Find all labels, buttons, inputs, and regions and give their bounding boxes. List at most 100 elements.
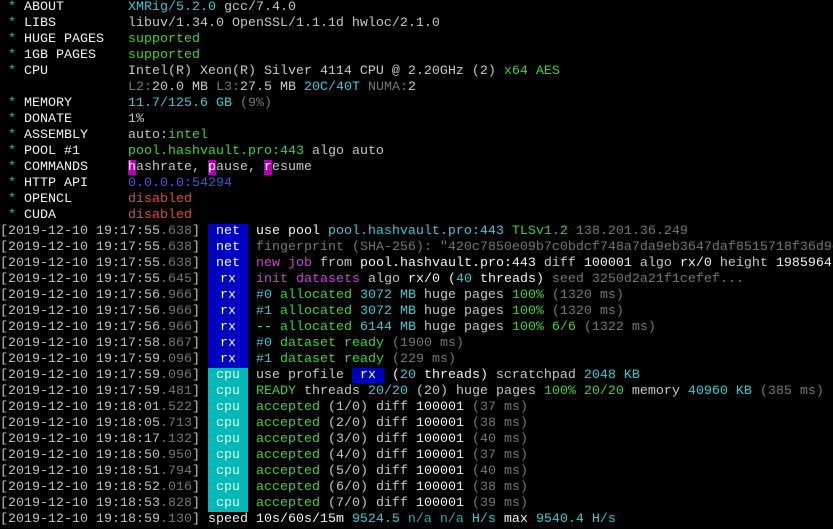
summary-label: OPENCL: [24, 192, 128, 207]
log-text: from: [311, 256, 360, 271]
log-timestamp: [2019-12-10 19:17:59: [0, 368, 160, 383]
log-text: use pool: [255, 224, 328, 239]
summary-label: HTTP API: [24, 176, 128, 191]
summary-value: ashrate,: [135, 160, 208, 175]
summary-row: * COMMANDS hashrate, pause, resume: [0, 160, 833, 176]
summary-row: * CPU Intel(R) Xeon(R) Silver 4114 CPU @…: [0, 64, 833, 80]
log-text: 3072 MB: [359, 304, 416, 319]
log-timestamp-end: ]: [191, 384, 200, 399]
summary-row: * ASSEMBLY auto:intel: [0, 128, 833, 144]
summary-value: disabled: [127, 192, 192, 207]
summary-value: (9%): [231, 96, 272, 111]
log-text: (1322 ms): [575, 320, 656, 335]
summary-value: auto:: [127, 128, 168, 143]
log-text: algo: [631, 256, 680, 271]
log-timestamp-end: ]: [191, 352, 200, 367]
log-text: 1985964: [775, 256, 832, 271]
bullet-icon: *: [0, 96, 24, 111]
log-timestamp-end: ]: [191, 480, 200, 495]
log-text: allocated: [271, 304, 360, 319]
summary-value: 27.5 MB: [239, 80, 296, 95]
log-tag-rx: rx: [207, 288, 248, 304]
log-tag-rx: rx: [207, 320, 248, 336]
log-text: pool.hashvault.pro:443: [327, 224, 504, 239]
log-text: #1: [255, 352, 272, 367]
bullet-icon: *: [0, 160, 24, 175]
log-text: 100001: [415, 464, 464, 479]
log-text: H/s: [463, 512, 496, 527]
summary-label: DONATE: [24, 112, 128, 127]
log-text: rx/0: [407, 272, 440, 287]
summary-row: * OPENCL disabled: [0, 192, 833, 208]
log-timestamp-ms: .096: [159, 368, 192, 383]
log-text: 100001: [415, 448, 464, 463]
log-timestamp-end: ]: [191, 320, 200, 335]
bullet-icon: *: [0, 144, 24, 159]
log-timestamp: [2019-12-10 19:17:56: [0, 304, 160, 319]
summary-value: algo auto: [303, 144, 384, 159]
log-text: accepted: [255, 432, 320, 447]
log-timestamp: [2019-12-10 19:17:59: [0, 384, 160, 399]
log-text: threads): [415, 368, 488, 383]
log-line: [2019-12-10 19:17:59.096] rx #1 dataset re…: [0, 352, 833, 368]
summary-label: ASSEMBLY: [24, 128, 128, 143]
log-text: 100001: [415, 432, 464, 447]
summary-label: CUDA: [24, 208, 128, 223]
log-text: rx/0: [679, 256, 712, 271]
log-text: (3/0) diff: [319, 432, 416, 447]
log-timestamp-ms: .096: [159, 352, 192, 367]
summary-value: XMRig/5.2.0: [127, 0, 216, 15]
log-tag-cpu: cpu: [207, 416, 248, 432]
log-line: [2019-12-10 19:18:52.016] cpu accepted (6/…: [0, 480, 833, 496]
summary-row: * HUGE PAGES supported: [0, 32, 833, 48]
log-text: 100001: [415, 480, 464, 495]
log-text: #1: [255, 304, 272, 319]
log-timestamp-ms: .130: [159, 512, 192, 527]
summary-label: COMMANDS: [24, 160, 128, 175]
summary-label: 1GB PAGES: [24, 48, 128, 63]
log-text: use profile: [255, 368, 352, 383]
log-text: (: [439, 272, 456, 287]
log-text: (385 ms): [751, 384, 824, 399]
log-timestamp: [2019-12-10 19:17:55: [0, 256, 160, 271]
log-text: fingerprint (SHA-256): "420c7850e09b7c0b…: [255, 240, 833, 255]
log-text: huge pages: [415, 320, 512, 335]
summary-value: x64 AES: [495, 64, 560, 79]
log-text: --: [255, 320, 272, 335]
log-tag-cpu: cpu: [207, 448, 248, 464]
log-timestamp: [2019-12-10 19:18:51: [0, 464, 160, 479]
log-timestamp-ms: .522: [159, 400, 192, 415]
log-timestamp-ms: .966: [159, 288, 192, 303]
log-line: [2019-12-10 19:18:51.794] cpu accepted (5/…: [0, 464, 833, 480]
log-line: [2019-12-10 19:17:55.645] rx init datasets…: [0, 272, 833, 288]
log-timestamp: [2019-12-10 19:18:59: [0, 512, 160, 527]
summary-row: * HTTP API 0.0.0.0:54294: [0, 176, 833, 192]
summary-label: CPU: [24, 64, 128, 79]
log-text: pool.hashvault.pro:443: [359, 256, 536, 271]
log-text: (38 ms): [463, 416, 528, 431]
log-text: (37 ms): [463, 448, 528, 463]
log-output: [2019-12-10 19:17:55.638] net use pool poo…: [0, 224, 833, 528]
log-text: #0: [255, 288, 272, 303]
summary-row: * ABOUT XMRig/5.2.0 gcc/7.4.0: [0, 0, 833, 16]
summary-value: Intel(R) Xeon(R) Silver 4114 CPU @ 2.20G…: [127, 64, 496, 79]
log-text: 100001: [583, 256, 632, 271]
bullet-icon: *: [0, 16, 24, 31]
log-text: threads: [295, 384, 368, 399]
log-timestamp: [2019-12-10 19:17:55: [0, 240, 160, 255]
log-tag-net: net: [207, 224, 248, 240]
log-timestamp-ms: .016: [159, 480, 192, 495]
log-line: [2019-12-10 19:17:59.096] cpu use profile …: [0, 368, 833, 384]
log-text: dataset ready: [271, 336, 384, 351]
summary-value: 11.7/125.6 GB: [127, 96, 232, 111]
summary-row: * LIBS libuv/1.34.0 OpenSSL/1.1.1d hwloc…: [0, 16, 833, 32]
log-text: init datasets: [255, 272, 360, 287]
summary-value: supported: [127, 48, 200, 63]
log-timestamp-end: ]: [191, 448, 200, 463]
log-timestamp: [2019-12-10 19:18:05: [0, 416, 160, 431]
summary-row: L2:20.0 MB L3:27.5 MB 20C/40T NUMA:2: [0, 80, 833, 96]
log-timestamp-end: ]: [191, 416, 200, 431]
log-text: rx: [351, 368, 384, 383]
bullet-icon: *: [0, 0, 24, 15]
